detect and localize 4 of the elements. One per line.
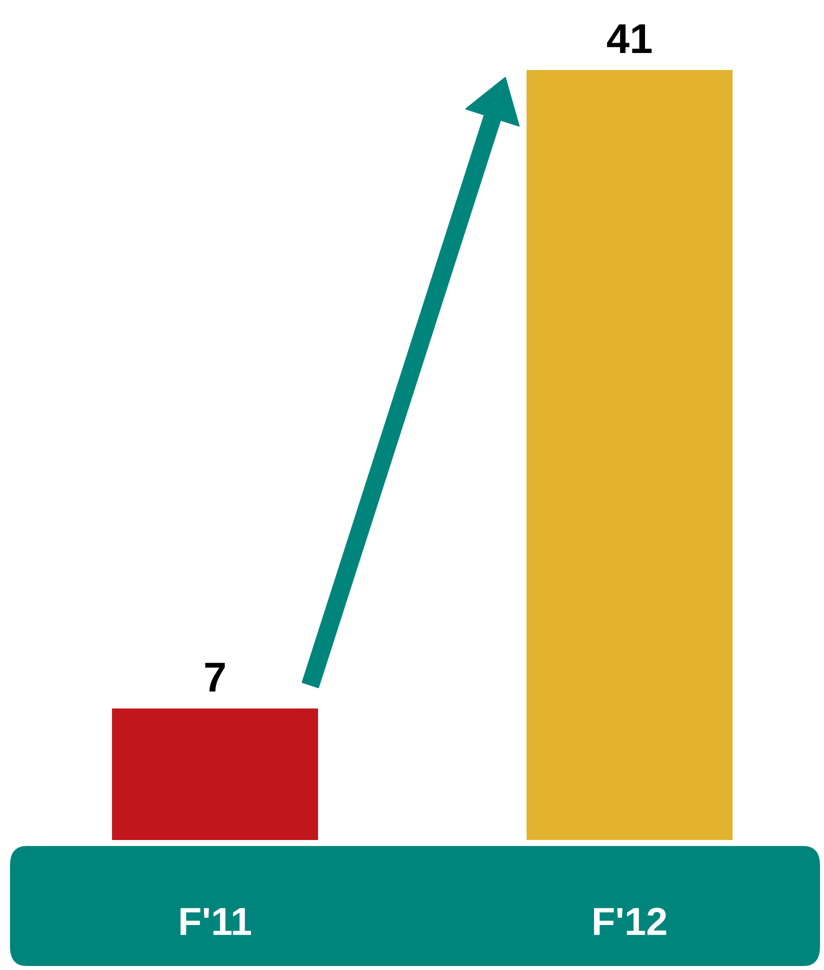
data-label: 41	[607, 24, 652, 54]
x-tick-label: F'11	[180, 908, 252, 935]
x-tick-label: F'12	[594, 908, 666, 935]
data-label: 7	[205, 662, 225, 692]
